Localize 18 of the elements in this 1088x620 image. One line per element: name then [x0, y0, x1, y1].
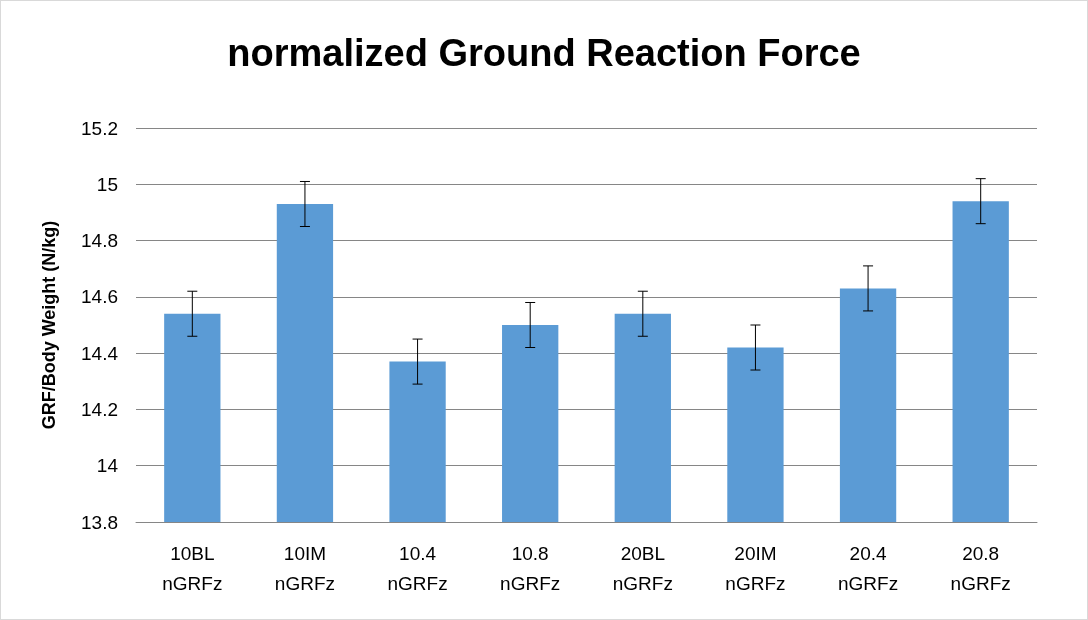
x-tick-label: 10IM nGRFz [274, 542, 336, 594]
x-tick-label: 20.4 nGRFz [837, 542, 899, 594]
y-tick-label: 14.4 [81, 342, 119, 364]
x-tick-label: 10.4 nGRFz [387, 542, 448, 594]
y-tick-label: 14 [96, 455, 119, 477]
y-tick-label: 13.8 [81, 511, 118, 533]
y-tick-label: 14.8 [81, 230, 118, 252]
x-tick-label: 20IM nGRFz [725, 542, 786, 594]
x-tick-label: 20BL nGRFz [612, 542, 673, 594]
x-tick-label: 10.8 nGRFz [500, 542, 561, 594]
chart-title: normalized Ground Reaction Force [227, 32, 861, 74]
y-tick-label: 15 [96, 173, 118, 195]
y-tick-label: 14.6 [81, 286, 118, 308]
y-tick-label: 15.2 [81, 117, 118, 139]
x-tick-label: 20.8 nGRFz [950, 542, 1011, 594]
x-tick-label: 10BL nGRFz [162, 542, 223, 594]
y-axis-title: GRF/Body Weight (N/kg) [39, 220, 59, 430]
y-tick-label: 14.2 [81, 398, 118, 420]
